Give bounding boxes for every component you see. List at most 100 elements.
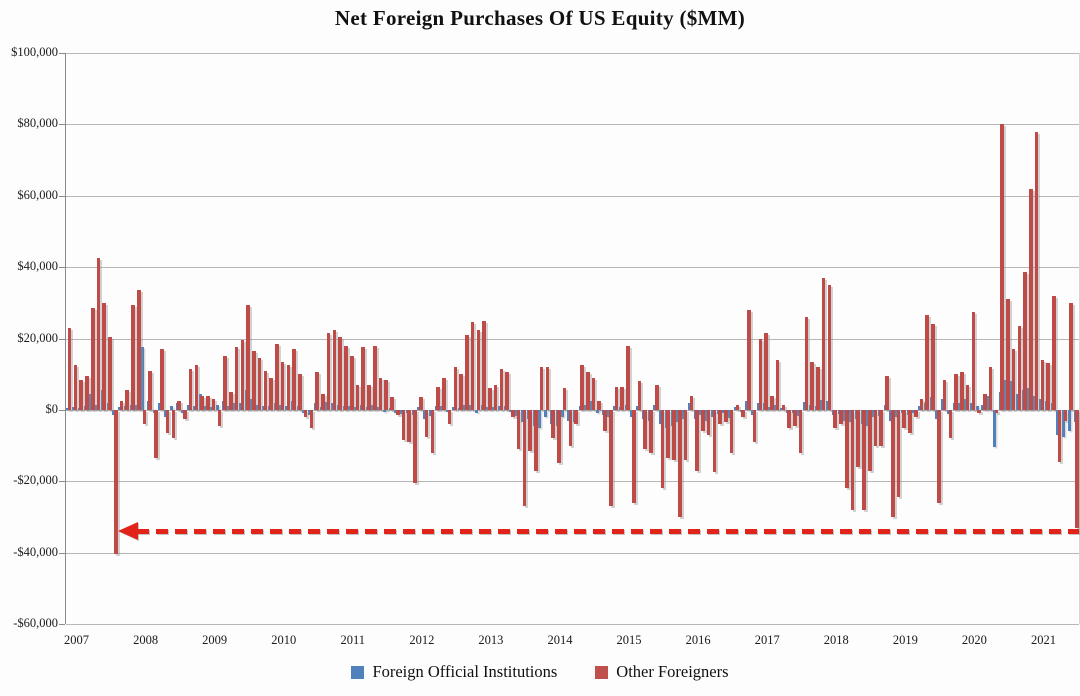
bar-foreign-official <box>906 409 910 416</box>
bar-other-foreigners <box>332 329 337 410</box>
bar-foreign-official <box>440 405 444 410</box>
bar-other-foreigners <box>171 409 176 439</box>
bar-foreign-official <box>215 404 219 410</box>
bar-other-foreigners <box>614 386 619 410</box>
bar-foreign-official <box>66 408 70 410</box>
bar-foreign-official <box>158 403 162 410</box>
bar-foreign-official <box>877 409 881 417</box>
bar-other-foreigners <box>488 388 492 410</box>
legend-swatch-other-icon <box>595 665 609 679</box>
bar-other-foreigners <box>522 409 527 507</box>
legend-item-official: Foreign Official Institutions <box>351 662 557 682</box>
bar-foreign-official <box>613 406 617 410</box>
bar-foreign-official <box>820 399 824 410</box>
bar-foreign-official <box>285 406 289 410</box>
legend: Foreign Official Institutions Other Fore… <box>0 662 1080 682</box>
bar-foreign-official <box>549 409 553 425</box>
bar-foreign-official <box>331 402 335 410</box>
bar-foreign-official <box>279 404 283 410</box>
bar-foreign-official <box>693 409 697 419</box>
bar-foreign-official <box>313 403 317 410</box>
bar-other-foreigners <box>1011 349 1016 410</box>
bar-foreign-official <box>975 406 979 410</box>
x-tick-label: 2014 <box>547 633 573 647</box>
bar-other-foreigners <box>326 333 331 410</box>
bar-foreign-official <box>129 404 133 410</box>
bar-other-foreigners <box>183 409 187 419</box>
bar-other-foreigners <box>672 409 676 460</box>
bar-other-foreigners <box>511 409 515 417</box>
bar-other-foreigners <box>355 384 360 410</box>
bar-other-foreigners <box>413 409 417 484</box>
bar-foreign-official <box>434 406 438 410</box>
legend-label-other: Other Foreigners <box>616 662 729 681</box>
bar-foreign-official <box>992 409 996 448</box>
bar-other-foreigners <box>649 409 653 453</box>
bar-foreign-official <box>756 403 760 410</box>
x-tick-label: 2011 <box>340 633 366 647</box>
bar-foreign-official <box>1015 393 1019 410</box>
bar-other-foreigners <box>793 409 797 426</box>
bar-foreign-official <box>503 405 507 410</box>
y-axis-tick <box>59 409 65 411</box>
bar-foreign-official <box>497 405 501 410</box>
bar-other-foreigners <box>908 409 912 434</box>
gridline <box>66 552 1079 554</box>
bar-other-foreigners <box>902 409 907 428</box>
bar-foreign-official <box>670 409 674 426</box>
bar-foreign-official <box>106 402 110 410</box>
gridline <box>66 53 1079 54</box>
bar-other-foreigners <box>217 409 222 426</box>
bar-other-foreigners <box>741 409 745 417</box>
bar-foreign-official <box>463 404 467 410</box>
bar-other-foreigners <box>885 375 889 410</box>
bar-foreign-official <box>72 407 76 410</box>
bar-foreign-official <box>826 400 830 410</box>
bar-other-foreigners <box>862 409 866 510</box>
bar-other-foreigners <box>102 302 107 410</box>
x-tick-label: 2007 <box>64 633 89 647</box>
bar-other-foreigners <box>983 393 987 410</box>
bar-other-foreigners <box>919 399 924 410</box>
bar-other-foreigners <box>931 324 935 410</box>
bar-foreign-official <box>682 409 686 419</box>
bar-foreign-official <box>1021 390 1025 410</box>
bar-foreign-official <box>233 403 237 410</box>
bar-foreign-official <box>572 409 576 423</box>
bar-other-foreigners <box>154 409 158 459</box>
bar-other-foreigners <box>125 390 130 410</box>
bar-foreign-official <box>152 409 156 414</box>
x-tick-label: 2010 <box>271 633 297 647</box>
bar-other-foreigners <box>712 409 717 473</box>
bar-foreign-official <box>336 404 340 410</box>
bar-foreign-official <box>883 404 887 410</box>
bar-other-foreigners <box>724 409 728 423</box>
bar-foreign-official <box>480 404 484 410</box>
bar-foreign-official <box>641 409 645 419</box>
bar-other-foreigners <box>211 399 216 410</box>
bar-foreign-official <box>1027 388 1031 410</box>
y-axis-tick <box>59 195 65 197</box>
bar-foreign-official <box>745 400 749 410</box>
bar-other-foreigners <box>873 409 878 446</box>
bar-other-foreigners <box>165 409 170 434</box>
bar-foreign-official <box>204 406 208 410</box>
bar-other-foreigners <box>867 409 872 471</box>
bar-foreign-official <box>831 409 835 416</box>
y-tick-label: $100,000 <box>11 45 58 59</box>
bar-other-foreigners <box>188 368 193 410</box>
bar-other-foreigners <box>534 409 538 471</box>
bar-other-foreigners <box>424 409 429 437</box>
bar-other-foreigners <box>660 409 665 489</box>
bar-other-foreigners <box>890 409 895 517</box>
bar-foreign-official <box>843 409 847 421</box>
bar-other-foreigners <box>977 409 981 414</box>
bar-other-foreigners <box>827 284 832 410</box>
bar-foreign-official <box>250 399 254 410</box>
bar-other-foreigners <box>539 367 544 410</box>
bar-foreign-official <box>1010 381 1014 410</box>
x-tick-label: 2008 <box>133 633 159 647</box>
bar-foreign-official <box>469 405 473 410</box>
dashed-arrow-line <box>136 528 1079 534</box>
bar-foreign-official <box>958 403 962 410</box>
